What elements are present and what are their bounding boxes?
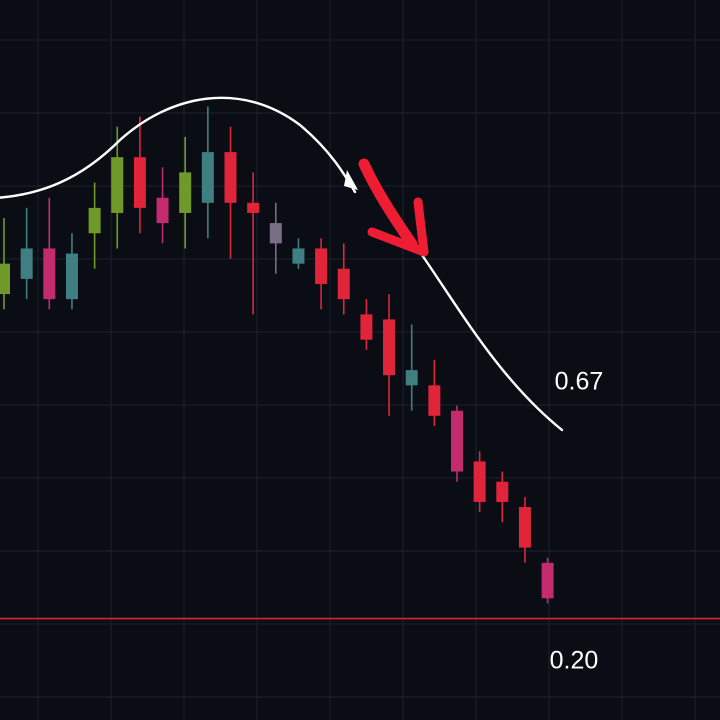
candle <box>337 243 350 315</box>
candle-body <box>43 248 56 300</box>
candle <box>88 182 101 269</box>
candle-body <box>518 507 531 548</box>
candle-body <box>156 197 169 224</box>
candles <box>0 106 554 604</box>
candle <box>65 233 78 310</box>
level-label-067: 0.67 <box>555 367 604 395</box>
candle <box>496 471 509 523</box>
candle-body <box>0 263 10 295</box>
candle <box>201 106 214 239</box>
candle <box>518 496 531 563</box>
candle <box>405 324 418 411</box>
level-label-020: 0.20 <box>550 647 599 675</box>
candle <box>247 172 260 315</box>
candle-body <box>315 248 328 284</box>
candle <box>156 167 169 244</box>
candle-body <box>405 370 418 386</box>
down-arrow-icon <box>358 158 429 257</box>
candle-body <box>224 152 237 203</box>
candle-body <box>473 461 486 502</box>
candle <box>0 218 10 310</box>
candle-body <box>88 207 101 234</box>
candle-body <box>292 248 305 264</box>
candle <box>43 197 56 310</box>
candle-body <box>383 319 396 376</box>
candle <box>179 136 192 249</box>
candle-body <box>179 172 192 213</box>
candle <box>111 126 124 249</box>
candle-body <box>65 253 78 300</box>
candle <box>292 238 305 269</box>
trend-arc <box>0 96 357 199</box>
candle-body <box>428 385 441 416</box>
candle-body <box>337 268 350 300</box>
candle <box>451 405 463 482</box>
candle <box>224 126 237 259</box>
candle <box>541 557 554 604</box>
candle-body <box>111 157 124 213</box>
candle-body <box>201 152 214 203</box>
candle <box>133 116 146 234</box>
candle <box>473 451 486 513</box>
arc-arrowhead <box>344 170 358 190</box>
candle <box>428 360 441 426</box>
candle-body <box>451 410 463 472</box>
candle <box>20 207 33 300</box>
candle <box>315 238 328 310</box>
candle-body <box>496 481 509 502</box>
candle-body <box>247 202 260 213</box>
candle <box>383 294 396 416</box>
candle-body <box>269 223 282 244</box>
candle-body <box>360 314 373 340</box>
trend-arc-down <box>420 253 564 432</box>
candle <box>360 299 373 350</box>
candle <box>269 202 282 274</box>
candle-body <box>133 157 146 208</box>
candle-body <box>541 562 554 599</box>
candle-body <box>20 248 33 279</box>
